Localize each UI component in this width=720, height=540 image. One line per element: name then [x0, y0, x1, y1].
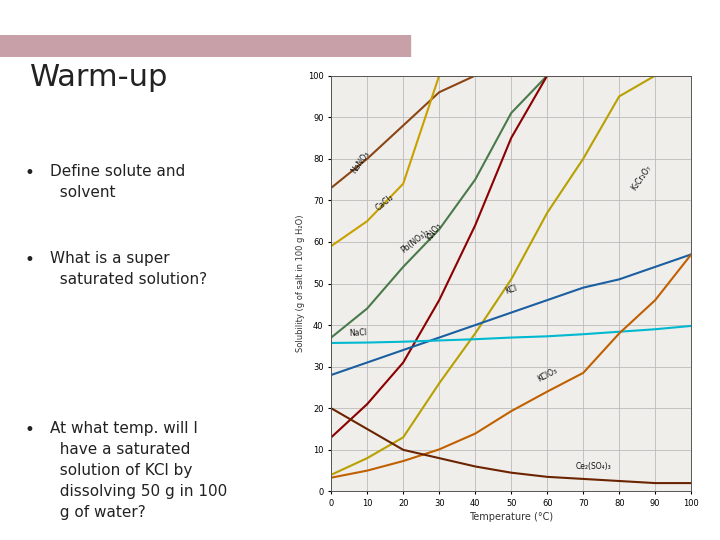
Text: •: •	[24, 252, 35, 269]
Text: •: •	[24, 421, 35, 439]
Text: Ce₂(SO₄)₃: Ce₂(SO₄)₃	[576, 462, 612, 470]
Text: Define solute and
  solvent: Define solute and solvent	[50, 164, 186, 200]
Text: At what temp. will I
  have a saturated
  solution of KCl by
  dissolving 50 g i: At what temp. will I have a saturated so…	[50, 421, 228, 520]
Text: CaCl₂: CaCl₂	[374, 193, 396, 213]
Text: K₂Cr₂O₇: K₂Cr₂O₇	[630, 164, 654, 192]
Text: KNO₃: KNO₃	[425, 220, 444, 242]
Text: KCl: KCl	[504, 284, 518, 296]
Text: Warm-up: Warm-up	[30, 63, 168, 92]
Bar	[0, 35, 410, 57]
Text: KClO₃: KClO₃	[536, 366, 559, 383]
Text: •: •	[24, 164, 35, 182]
Text: Pb(NO₃)₂: Pb(NO₃)₂	[400, 227, 431, 254]
Text: NaNO₃: NaNO₃	[349, 150, 371, 176]
Text: NaCl: NaCl	[349, 328, 368, 338]
Text: What is a super
  saturated solution?: What is a super saturated solution?	[50, 252, 207, 287]
Y-axis label: Solubility (g of salt in 100 g H₂O): Solubility (g of salt in 100 g H₂O)	[296, 215, 305, 352]
X-axis label: Temperature (°C): Temperature (°C)	[469, 512, 553, 522]
